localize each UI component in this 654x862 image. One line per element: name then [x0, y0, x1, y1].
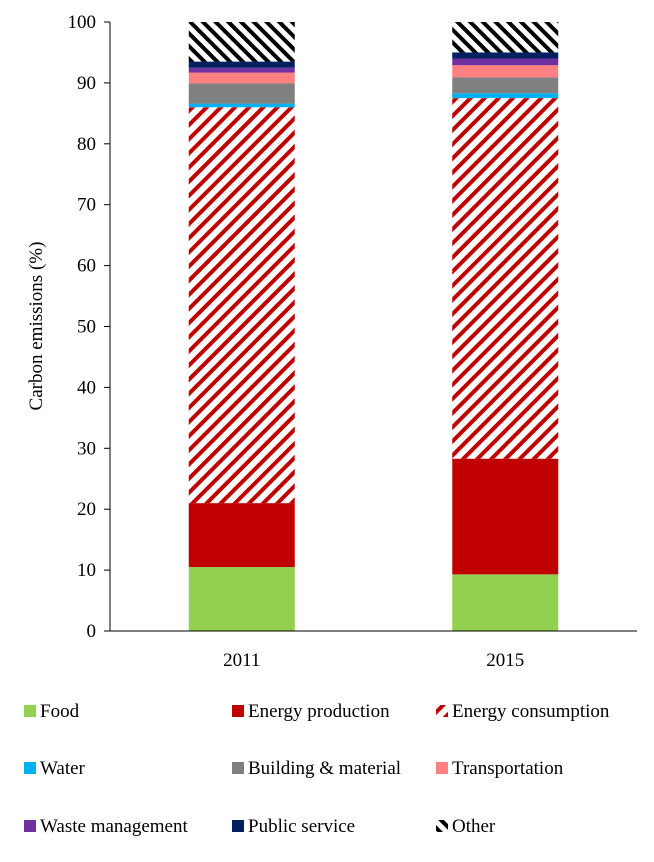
bar-segment-building-and-material-2015 [452, 77, 559, 94]
legend-label: Other [452, 816, 496, 837]
y-axis-title: Carbon emissions (%) [26, 242, 47, 411]
bar-segment-transportation-2015 [452, 65, 559, 78]
y-tick-label: 90 [77, 73, 96, 94]
legend-item-building-and-material: Building & material [232, 758, 401, 779]
bar-stack-2011 [188, 22, 295, 631]
legend-swatch [436, 820, 448, 832]
legend-label: Waste management [40, 816, 188, 837]
legend-item-public-service: Public service [232, 816, 355, 837]
y-tick-label: 10 [77, 560, 96, 581]
y-tick-label: 20 [77, 499, 96, 520]
y-tick-label: 30 [77, 438, 96, 459]
legend-item-energy-production: Energy production [232, 701, 390, 722]
plot-area: 0 10 20 30 40 50 60 70 80 90 100 2011 2015 [68, 12, 637, 671]
legend-item-waste-management: Waste management [24, 816, 188, 837]
y-tick-label: 80 [77, 134, 96, 155]
bar-segment-waste-management-2011 [188, 67, 295, 73]
x-tick-label: 2011 [223, 650, 260, 671]
bar-segment-transportation-2011 [188, 72, 295, 84]
legend-item-energy-consumption: Energy consumption [436, 701, 610, 722]
legend-label: Food [40, 701, 80, 722]
legend-swatch [436, 762, 448, 774]
y-axis: 0 10 20 30 40 50 60 70 80 90 100 [68, 12, 111, 642]
bar-segment-food-2011 [188, 567, 295, 631]
legend-label: Building & material [248, 758, 401, 779]
legend: Food Energy production Energy consumption W… [24, 701, 610, 837]
x-tick-label: 2015 [486, 650, 524, 671]
legend-item-other: Other [436, 816, 496, 837]
bar-segment-energy-production-2011 [188, 503, 295, 568]
bar-segment-public-service-2011 [188, 61, 295, 68]
bar-segment-food-2015 [452, 574, 559, 631]
bars-group [188, 22, 559, 631]
bar-segment-energy-production-2015 [452, 458, 559, 575]
bar-segment-energy-consumption-2011 [188, 107, 295, 504]
y-tick-label: 0 [87, 621, 97, 642]
bar-segment-waste-management-2015 [452, 58, 559, 66]
legend-label: Transportation [452, 758, 564, 779]
legend-swatch [436, 705, 448, 717]
bar-segment-other-2011 [188, 22, 295, 62]
y-tick-label: 40 [77, 377, 96, 398]
legend-swatch [232, 705, 244, 717]
legend-swatch [24, 820, 36, 832]
bar-segment-water-2015 [452, 93, 559, 99]
legend-swatch [24, 705, 36, 717]
legend-item-transportation: Transportation [436, 758, 564, 779]
legend-item-food: Food [24, 701, 80, 722]
bar-segment-water-2011 [188, 103, 295, 108]
legend-label: Public service [248, 816, 355, 837]
bar-stack-2015 [452, 22, 559, 631]
legend-label: Water [40, 758, 86, 779]
legend-label: Energy consumption [452, 701, 610, 722]
legend-swatch [24, 762, 36, 774]
y-tick-label: 60 [77, 256, 96, 277]
bar-segment-energy-consumption-2015 [452, 98, 559, 459]
legend-swatch [232, 820, 244, 832]
y-tick-label: 70 [77, 195, 96, 216]
bar-segment-public-service-2015 [452, 52, 559, 59]
bar-segment-building-and-material-2011 [188, 83, 295, 104]
y-tick-label: 50 [77, 317, 96, 338]
legend-item-water: Water [24, 758, 86, 779]
legend-swatch [232, 762, 244, 774]
y-tick-label: 100 [68, 12, 97, 33]
bar-segment-other-2015 [452, 22, 559, 53]
x-axis: 2011 2015 [110, 630, 637, 671]
legend-label: Energy production [248, 701, 390, 722]
